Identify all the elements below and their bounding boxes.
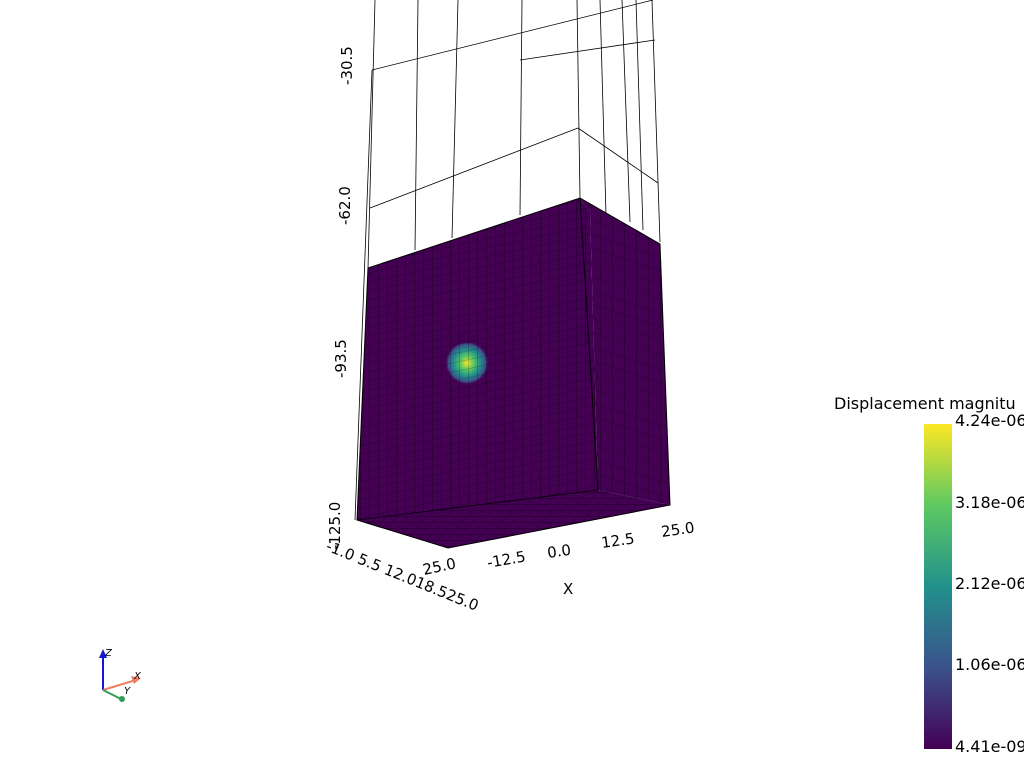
x-arrow-icon xyxy=(131,676,141,684)
y-axis-ticks: -1.0 5.5 12.018.525.0 xyxy=(324,537,482,615)
z-tick: -93.5 xyxy=(332,339,350,378)
scalar-bar-label: 1.06e-06 xyxy=(955,655,1024,674)
z-tick: -30.5 xyxy=(338,46,356,85)
z-tick: -125.0 xyxy=(326,502,344,550)
scalar-bar-label: 4.41e-09 xyxy=(955,737,1024,756)
mesh-block xyxy=(356,197,671,549)
x-axis-title: X xyxy=(563,580,573,598)
x-tick: 25.0 xyxy=(660,518,696,540)
scalar-bar-label: 4.24e-06 xyxy=(955,411,1024,430)
z-tick: -62.0 xyxy=(336,186,354,225)
x-tick: 0.0 xyxy=(546,541,572,562)
orientation-axes-widget[interactable]: Z X Y xyxy=(99,648,142,702)
scalar-bar-label: 2.12e-06 xyxy=(955,574,1024,593)
x-axis-label: X xyxy=(133,671,142,682)
scalar-bar[interactable] xyxy=(924,424,952,749)
x-tick: 25.0 xyxy=(421,554,457,579)
z-arrow-icon xyxy=(99,649,107,658)
x-tick: -12.5 xyxy=(486,547,527,571)
z-axis-ticks: -30.5 -62.0 -93.5 -125.0 xyxy=(326,46,356,550)
scalar-bar-label: 3.18e-06 xyxy=(955,493,1024,512)
x-axis-ticks: 25.0 -12.5 0.0 12.5 25.0 xyxy=(421,518,696,578)
y-axis-label: Y xyxy=(124,686,131,697)
y-arrow-icon xyxy=(119,696,125,702)
bounds-grid xyxy=(354,0,661,521)
x-tick: 12.5 xyxy=(600,529,636,551)
scalar-bar-title: Displacement magnitu xyxy=(834,394,1016,413)
z-axis-label: Z xyxy=(104,648,113,659)
